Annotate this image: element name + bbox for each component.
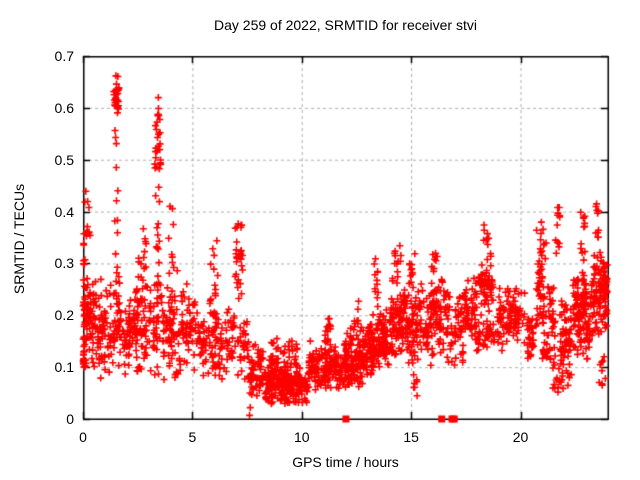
y-tick-label: 0.4 <box>54 203 74 220</box>
x-tick-label: 15 <box>403 429 419 445</box>
x-tick-label: 10 <box>293 429 310 445</box>
y-tick-label: 0.7 <box>54 48 74 64</box>
y-axis-label: SRMTID / TECUs <box>11 183 27 295</box>
y-tick-label: 0.6 <box>54 99 74 116</box>
x-axis-label: GPS time / hours <box>292 454 399 470</box>
y-tick-label: 0.5 <box>54 151 74 168</box>
x-tick-label: 0 <box>79 429 87 445</box>
chart-title: Day 259 of 2022, SRMTID for receiver stv… <box>214 17 477 33</box>
y-tick-label: 0 <box>66 411 74 427</box>
y-tick-label: 0.3 <box>54 255 74 272</box>
y-tick-label: 0.1 <box>54 359 74 376</box>
x-tick-label: 5 <box>188 429 197 445</box>
x-tick-label: 20 <box>512 429 529 445</box>
y-tick-label: 0.2 <box>54 307 74 324</box>
